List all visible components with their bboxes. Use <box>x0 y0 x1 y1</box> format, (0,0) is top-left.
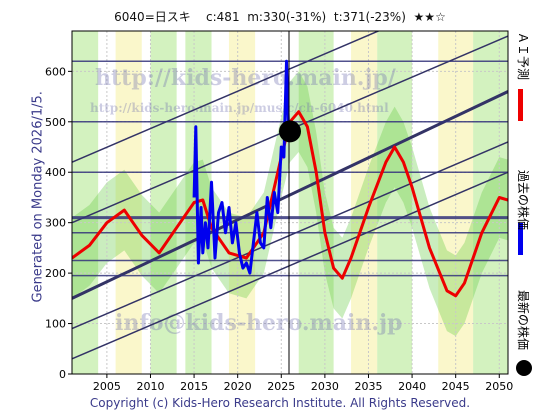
band-6 <box>351 31 378 374</box>
watermark-email: info@kids-hero.main.jp <box>115 310 402 336</box>
stock-code: 6040=日スキ <box>114 10 191 24</box>
legend-label-past: 過去の株価 <box>516 170 530 231</box>
y-tick-label-400: 400 <box>45 166 66 179</box>
legend-label-prediction: ＡＩ予測 <box>516 32 530 81</box>
m-value: m:330(-31%) <box>247 10 327 24</box>
trend-line-2 <box>72 90 508 300</box>
legend-label-latest: 最新の株価 <box>516 290 530 351</box>
axis-ticks: 2005 2010 2015 2020 2025 2030 2035 2040 2045 2050… <box>45 65 513 393</box>
x-tick-label-2050: 2050 <box>485 380 513 393</box>
watermark-url: http://kids-hero.main.jp/ <box>95 65 397 91</box>
y-tick-label-600: 600 <box>45 65 66 78</box>
legend-swatch-past <box>518 223 523 255</box>
x-tick-label-2005: 2005 <box>93 380 121 393</box>
trend-line-0 <box>72 31 381 163</box>
x-tick-label-2045: 2045 <box>442 380 470 393</box>
x-tick-label-2015: 2015 <box>180 380 208 393</box>
band-5 <box>298 31 334 374</box>
x-tick-label-2025: 2025 <box>267 380 295 393</box>
x-tick-label-2040: 2040 <box>398 380 426 393</box>
chart-title: 6040=日スキ c:481 m:330(-31%) t:371(-23%) ★… <box>60 8 500 25</box>
legend-swatch-prediction <box>518 89 523 121</box>
y-tick-label-300: 300 <box>45 217 66 230</box>
legend-swatch-latest <box>516 360 532 376</box>
y-tick-label-200: 200 <box>45 267 66 280</box>
x-tick-label-2035: 2035 <box>354 380 382 393</box>
prediction-band <box>72 71 508 337</box>
x-tick-label-2020: 2020 <box>224 380 252 393</box>
plot-frame <box>71 30 509 375</box>
watermark-page: http://kids-hero.main.jp/music/ch-6040.h… <box>90 101 389 115</box>
level-lines <box>72 60 508 277</box>
series-line-0 <box>72 110 508 298</box>
generated-date: Generated on Monday 2026/1/5. <box>30 91 46 303</box>
y-tick-label-100: 100 <box>45 318 66 331</box>
band-7 <box>377 31 413 374</box>
band-2 <box>150 31 177 374</box>
watermark-layer: http://kids-hero.main.jp/ http://kids-he… <box>90 65 402 336</box>
y-tick-label-500: 500 <box>45 116 66 129</box>
series-layer <box>72 59 508 298</box>
copyright: Copyright (c) Kids-Hero Research Institu… <box>89 396 471 410</box>
rating-stars: ★★☆ <box>413 10 446 24</box>
current-price: c:481 <box>206 10 240 24</box>
y-tick-label-0: 0 <box>59 368 66 381</box>
series-line-1 <box>192 59 292 275</box>
trend-line-3 <box>72 141 508 330</box>
x-tick-label-2030: 2030 <box>311 380 339 393</box>
band-4 <box>228 31 256 374</box>
trend-line-4 <box>72 171 508 360</box>
latest-price-dot <box>279 120 301 143</box>
plot-background <box>72 31 508 374</box>
t-value: t:371(-23%) <box>333 10 406 24</box>
band-0 <box>72 31 99 374</box>
band-9 <box>473 31 508 374</box>
x-tick-label-2010: 2010 <box>136 380 164 393</box>
